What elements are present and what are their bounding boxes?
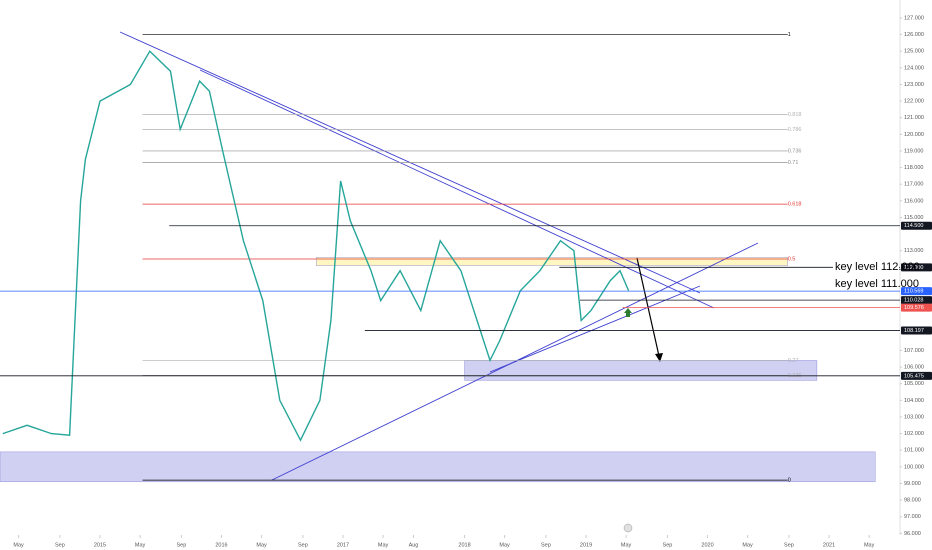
y-tick-label: 104.000 [904, 398, 924, 404]
x-tick-label: Sep [663, 542, 673, 548]
price-tag-label: 114.500 [904, 223, 923, 229]
y-tick-label: 117.000 [904, 182, 923, 188]
x-tick-label: May [378, 542, 389, 548]
y-tick-label: 115.000 [904, 215, 923, 221]
y-tick-label: 113.000 [904, 248, 923, 254]
x-tick-label: 2017 [337, 542, 349, 548]
fib-label: 0.5 [788, 256, 796, 262]
y-tick-label: 125.000 [904, 49, 924, 55]
x-tick-label: Sep [55, 542, 65, 548]
x-tick-label: May [864, 542, 875, 548]
y-tick-label: 103.000 [904, 414, 924, 420]
price-line [2, 50, 630, 442]
price-tag [901, 263, 932, 272]
y-tick-label: 105.000 [904, 381, 924, 387]
zone [0, 451, 876, 483]
price-tag [901, 296, 932, 305]
y-tick-label: 124.000 [904, 65, 924, 71]
y-tick-label: 118.000 [904, 165, 923, 171]
price-tag-label: 108.197 [904, 328, 924, 334]
x-tick-label: Sep [541, 542, 551, 548]
y-tick-label: 102.000 [904, 431, 924, 437]
x-tick-label: May [13, 542, 24, 548]
price-tag-label: 105.475 [904, 373, 924, 379]
y-tick-label: 98.000 [904, 498, 921, 504]
y-tick-label: 106.000 [904, 365, 924, 371]
y-tick-label: 116.000 [904, 198, 923, 204]
event-icon [623, 523, 633, 533]
x-tick-label: 2015 [94, 542, 106, 548]
fib-label: 0.27 [788, 358, 799, 364]
y-tick-label: 101.000 [904, 448, 924, 454]
fib-label: 0.786 [788, 127, 802, 133]
y-tick-label: 126.000 [904, 32, 924, 38]
x-tick-label: 2018 [458, 542, 470, 548]
y-tick-label: 100.000 [904, 464, 924, 470]
x-tick-label: Aug [409, 542, 419, 548]
trendline [199, 69, 715, 309]
trendline [489, 285, 701, 373]
price-tag-label: 109.576 [904, 305, 924, 311]
x-tick-label: May [621, 542, 632, 548]
y-tick-label: 99.000 [904, 481, 921, 487]
x-tick-label: Sep [177, 542, 187, 548]
x-tick-label: 2021 [823, 542, 835, 548]
zone [464, 360, 818, 381]
x-tick-label: May [256, 542, 267, 548]
y-tick-label: 122.000 [904, 99, 924, 105]
fib-label: 0 [788, 478, 791, 484]
price-tag [901, 221, 932, 230]
fib-label: 0.618 [788, 202, 802, 208]
x-tick-label: May [135, 542, 146, 548]
annotation-bg [833, 261, 899, 274]
y-tick-label: 96.000 [904, 531, 921, 537]
y-tick-label: 119.000 [904, 148, 923, 154]
fib-label: 0.736 [788, 148, 802, 154]
fib-label: 0.818 [788, 112, 802, 118]
x-tick-label: 2016 [215, 542, 227, 548]
price-tag-label: 112.000 [904, 265, 923, 271]
annotation: key level 112.000 [835, 261, 920, 273]
y-tick-label: 97.000 [904, 514, 921, 520]
annotation: key level 111.000 [835, 278, 919, 290]
price-tag-label: 110.569 [904, 289, 923, 295]
price-tag [901, 326, 932, 335]
x-tick-label: May [742, 542, 753, 548]
x-tick-label: May [499, 542, 510, 548]
up-arrow-icon [624, 308, 632, 317]
x-tick-label: Sep [298, 542, 308, 548]
y-tick-label: 123.000 [904, 82, 924, 88]
arrow-head [655, 353, 663, 362]
price-tag [901, 371, 932, 380]
y-tick-label: 120.000 [904, 132, 924, 138]
fib-label: 1 [788, 32, 791, 38]
zone [316, 257, 788, 266]
price-tag-label: 110.028 [904, 298, 923, 304]
fib-label: 0.71 [788, 160, 799, 166]
annotation-bg [833, 277, 899, 290]
y-tick-label: 107.000 [904, 348, 924, 354]
price-tag [901, 287, 932, 296]
x-tick-label: Sep [784, 542, 794, 548]
x-tick-label: 2020 [701, 542, 713, 548]
x-tick-label: 2019 [580, 542, 592, 548]
arrow [636, 257, 660, 357]
y-tick-label: 121.000 [904, 115, 924, 121]
price-tag [901, 303, 932, 312]
y-tick-label: 127.000 [904, 15, 924, 21]
